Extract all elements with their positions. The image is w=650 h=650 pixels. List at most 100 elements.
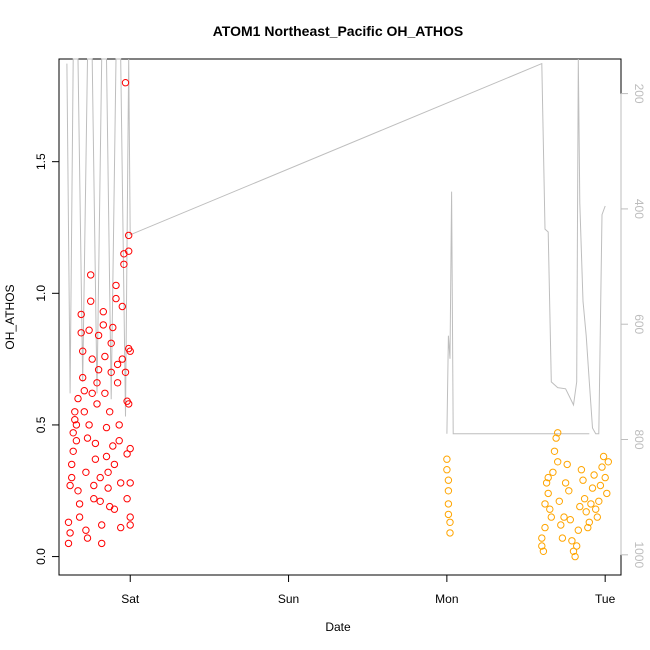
data-point (96, 497, 104, 505)
data-point (98, 539, 106, 548)
x-tick-label: Tue (595, 592, 616, 606)
data-point (538, 534, 546, 542)
data-point (546, 505, 554, 513)
data-point (126, 347, 134, 355)
y-tick-label: 0.0 (34, 548, 48, 565)
right-y-tick-label: 800 (632, 429, 646, 449)
y-tick-label: 1.0 (34, 285, 48, 302)
data-point (538, 542, 546, 550)
data-point (96, 473, 104, 482)
data-point (574, 526, 582, 534)
data-point (125, 247, 133, 255)
data-point (91, 455, 100, 463)
data-point (79, 373, 87, 382)
data-point (113, 379, 122, 387)
data-point (101, 389, 109, 397)
data-point (552, 434, 560, 442)
data-point (71, 408, 79, 416)
right-y-axis: 200 400 600 800 1000 (620, 84, 646, 568)
data-point (115, 421, 123, 429)
data-point (121, 368, 130, 376)
data-point (560, 513, 568, 521)
data-point (579, 476, 587, 484)
data-point (576, 502, 584, 511)
data-point (563, 460, 571, 469)
data-point (87, 271, 95, 279)
x-tick-label: Sun (278, 592, 299, 606)
data-point (77, 329, 85, 337)
data-point (117, 523, 125, 532)
data-point (544, 473, 552, 482)
data-point (121, 79, 130, 87)
data-point (110, 460, 119, 469)
data-point (79, 347, 87, 355)
data-point (118, 355, 127, 363)
data-point (83, 434, 92, 442)
data-point (569, 547, 578, 555)
data-point (443, 466, 451, 474)
data-point (91, 439, 100, 448)
data-point (446, 518, 454, 526)
data-point (82, 526, 90, 534)
data-point (106, 408, 114, 416)
data-point (101, 352, 109, 361)
scatter-points-layer (64, 79, 612, 561)
data-point (541, 523, 549, 532)
data-point (557, 521, 565, 529)
data-point (107, 368, 115, 376)
data-point (443, 455, 451, 463)
data-point (94, 331, 103, 340)
data-point (113, 360, 122, 369)
data-point (75, 500, 84, 508)
data-point (547, 513, 555, 521)
data-point (555, 497, 563, 505)
x-tick-label: Mon (435, 592, 458, 606)
data-point (90, 495, 98, 503)
data-point (565, 487, 573, 495)
data-point (120, 260, 128, 268)
y-tick-label: 0.5 (34, 416, 48, 433)
data-point (99, 321, 108, 329)
data-point (93, 379, 101, 387)
right-y-tick-label: 1000 (632, 541, 646, 568)
data-point (444, 500, 453, 508)
data-point (90, 481, 98, 490)
data-point (554, 429, 562, 437)
data-point (598, 463, 606, 471)
data-point (88, 389, 96, 397)
data-point (85, 421, 93, 429)
data-point (587, 500, 595, 508)
data-point (558, 534, 567, 542)
data-point (444, 487, 453, 495)
x-tick-label: Sat (121, 592, 140, 606)
data-point (74, 394, 82, 403)
data-point (69, 447, 77, 455)
data-point (71, 416, 79, 424)
data-point (126, 479, 134, 487)
pressure-line (66, 58, 606, 435)
data-point (104, 468, 112, 476)
data-point (104, 484, 112, 492)
data-point (566, 516, 574, 524)
data-point (541, 500, 549, 508)
data-point (590, 471, 598, 479)
data-point (580, 495, 589, 503)
data-point (87, 297, 95, 305)
y-axis: 0.0 0.5 1.0 1.5 (34, 153, 60, 565)
pressure-line-layer (66, 58, 606, 435)
data-point (72, 437, 81, 445)
data-point (582, 508, 590, 516)
data-point (444, 476, 453, 484)
data-point (550, 447, 559, 455)
pressure-line-segment (446, 191, 590, 435)
data-point (77, 310, 85, 319)
data-point (549, 468, 557, 476)
data-point (561, 479, 570, 487)
data-point (123, 450, 131, 458)
data-point (112, 294, 120, 303)
data-point (85, 326, 93, 334)
data-point (74, 487, 82, 495)
chart-title: ATOM1 Northeast_Pacific OH_ATHOS (213, 23, 464, 39)
data-point (539, 547, 548, 555)
